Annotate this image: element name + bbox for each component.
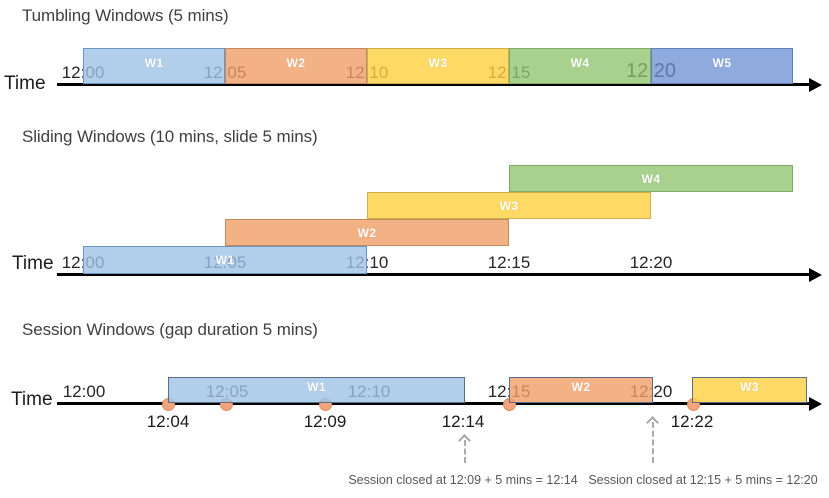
session-time-axis — [57, 402, 810, 405]
session-close-annotation: Session closed at 12:09 + 5 mins = 12:14 — [348, 473, 578, 487]
session-axis-arrowhead-icon — [809, 396, 822, 411]
tumbling-window-w2: W2 — [225, 48, 367, 84]
window-label: W3 — [740, 380, 759, 394]
tumbling-section-title: Tumbling Windows (5 mins) — [22, 6, 229, 25]
tumbling-window-w4: W4 — [509, 48, 651, 84]
window-label: W1 — [144, 56, 164, 70]
event-time-label: 12:09 — [303, 412, 347, 431]
session-close-arrow-stem — [464, 440, 466, 463]
session-window-w1: W1 — [168, 377, 465, 403]
event-time-label: 12:14 — [441, 412, 485, 431]
tumbling-axis-arrowhead-icon — [809, 77, 822, 92]
sliding-time-axis-label: Time — [12, 253, 54, 274]
session-window-w2: W2 — [509, 377, 653, 403]
tumbling-window-w5: W5 — [651, 48, 793, 84]
window-label: W5 — [712, 56, 732, 70]
tumbling-time-axis — [57, 83, 810, 86]
sliding-window-w4: W4 — [509, 165, 793, 192]
session-close-annotation: Session closed at 12:15 + 5 mins = 12:20 — [588, 473, 818, 487]
session-section-title: Session Windows (gap duration 5 mins) — [22, 320, 318, 339]
sliding-tick-label: 12:20 — [629, 253, 673, 272]
window-label: W3 — [499, 198, 519, 213]
sliding-section-title: Sliding Windows (10 mins, slide 5 mins) — [22, 127, 318, 146]
window-label: W1 — [215, 253, 235, 267]
window-label: W2 — [357, 225, 377, 240]
tumbling-window-w3: W3 — [367, 48, 509, 84]
window-label: W4 — [570, 56, 590, 70]
window-label: W4 — [641, 171, 661, 186]
session-tick-label: 12:00 — [62, 382, 106, 401]
sliding-window-w1: W1 — [83, 246, 367, 274]
event-time-label: 12:04 — [146, 412, 190, 431]
session-close-arrow-stem — [652, 422, 654, 463]
window-label: W2 — [571, 380, 591, 394]
session-window-w3: W3 — [692, 377, 807, 403]
event-time-label: 12:22 — [670, 412, 714, 431]
window-label: W2 — [286, 56, 306, 70]
tumbling-time-axis-label: Time — [4, 73, 46, 94]
session-time-axis-label: Time — [11, 389, 53, 410]
sliding-time-axis — [57, 273, 810, 276]
sliding-window-w3: W3 — [367, 192, 651, 219]
sliding-axis-arrowhead-icon — [809, 267, 822, 282]
window-label: W1 — [307, 380, 326, 394]
sliding-tick-label: 12:15 — [487, 253, 531, 272]
sliding-window-w2: W2 — [225, 219, 509, 246]
tumbling-window-w1: W1 — [83, 48, 225, 84]
window-label: W3 — [428, 56, 448, 70]
